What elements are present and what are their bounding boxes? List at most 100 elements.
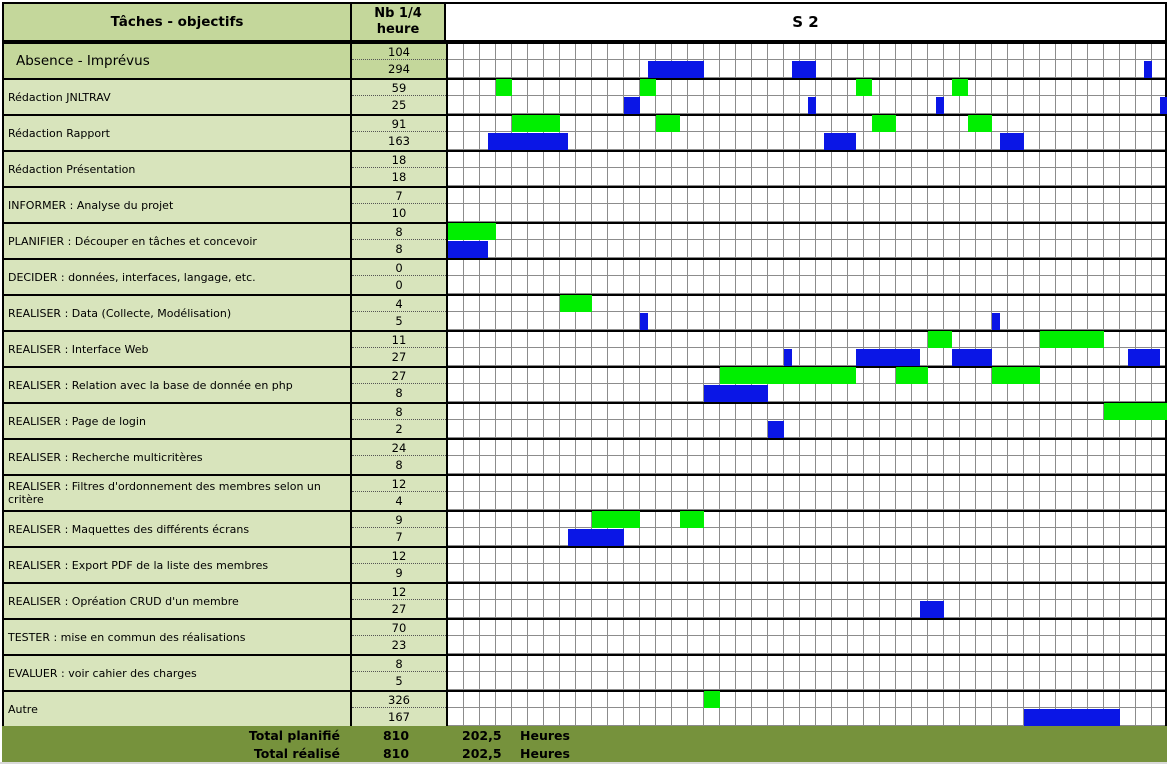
actual-time-bar[interactable]	[1128, 349, 1160, 366]
planned-time-bar[interactable]	[952, 79, 968, 96]
actual-count-cell[interactable]: 23	[352, 636, 446, 654]
planned-count-cell[interactable]: 12	[352, 582, 446, 600]
actual-time-bar[interactable]	[992, 313, 1000, 330]
actual-time-bar[interactable]	[488, 133, 568, 150]
planned-time-bar[interactable]	[1104, 403, 1167, 420]
week-header[interactable]: S 2	[446, 2, 1167, 42]
task-label[interactable]: TESTER : mise en commun des réalisations	[2, 618, 352, 654]
planned-time-bar[interactable]	[720, 367, 856, 384]
actual-time-bar[interactable]	[920, 601, 944, 618]
actual-time-bar[interactable]	[824, 133, 856, 150]
actual-count-cell[interactable]: 0	[352, 276, 446, 294]
planned-count-cell[interactable]: 24	[352, 438, 446, 456]
task-label[interactable]: INFORMER : Analyse du projet	[2, 186, 352, 222]
actual-time-bar[interactable]	[768, 421, 784, 438]
planned-count-cell[interactable]: 70	[352, 618, 446, 636]
actual-count-cell[interactable]: 8	[352, 240, 446, 258]
actual-time-bar[interactable]	[648, 61, 704, 78]
planned-count-cell[interactable]: 104	[352, 42, 446, 60]
planned-time-bar[interactable]	[656, 115, 680, 132]
planned-count-cell[interactable]: 326	[352, 690, 446, 708]
actual-time-bar[interactable]	[784, 349, 792, 366]
task-label[interactable]: REALISER : Opréation CRUD d'un membre	[2, 582, 352, 618]
task-label[interactable]: REALISER : Export PDF de la liste des me…	[2, 546, 352, 582]
task-label[interactable]: REALISER : Data (Collecte, Modélisation)	[2, 294, 352, 330]
planned-count-cell[interactable]: 59	[352, 78, 446, 96]
task-label[interactable]: Rédaction JNLTRAV	[2, 78, 352, 114]
total-actual-value[interactable]: 810	[346, 744, 446, 762]
actual-count-cell[interactable]: 7	[352, 528, 446, 546]
planned-count-cell[interactable]: 8	[352, 222, 446, 240]
actual-count-cell[interactable]: 8	[352, 384, 446, 402]
task-label[interactable]: Absence - Imprévus	[2, 42, 352, 78]
task-label[interactable]: Autre	[2, 690, 352, 726]
planned-count-cell[interactable]: 27	[352, 366, 446, 384]
task-label[interactable]: REALISER : Relation avec la base de donn…	[2, 366, 352, 402]
actual-time-bar[interactable]	[568, 529, 624, 546]
planned-count-cell[interactable]: 7	[352, 186, 446, 204]
actual-count-cell[interactable]: 294	[352, 60, 446, 78]
actual-count-cell[interactable]: 18	[352, 168, 446, 186]
planned-time-bar[interactable]	[640, 79, 656, 96]
actual-count-cell[interactable]: 5	[352, 672, 446, 690]
planned-count-cell[interactable]: 11	[352, 330, 446, 348]
task-label[interactable]: REALISER : Recherche multicritères	[2, 438, 352, 474]
task-column-header[interactable]: Tâches - objectifs	[2, 2, 352, 42]
task-label[interactable]: REALISER : Page de login	[2, 402, 352, 438]
actual-time-bar[interactable]	[952, 349, 992, 366]
actual-count-cell[interactable]: 167	[352, 708, 446, 726]
actual-time-bar[interactable]	[624, 97, 640, 114]
actual-count-cell[interactable]: 4	[352, 492, 446, 510]
planned-time-bar[interactable]	[680, 511, 704, 528]
actual-count-cell[interactable]: 8	[352, 456, 446, 474]
task-label[interactable]: PLANIFIER : Découper en tâches et concev…	[2, 222, 352, 258]
planned-count-cell[interactable]: 91	[352, 114, 446, 132]
planned-time-bar[interactable]	[496, 79, 512, 96]
actual-count-cell[interactable]: 27	[352, 600, 446, 618]
planned-count-cell[interactable]: 12	[352, 474, 446, 492]
actual-time-bar[interactable]	[1024, 709, 1120, 726]
actual-time-bar[interactable]	[856, 349, 920, 366]
task-label[interactable]: Rédaction Présentation	[2, 150, 352, 186]
actual-count-cell[interactable]: 2	[352, 420, 446, 438]
planned-time-bar[interactable]	[1040, 331, 1104, 348]
actual-time-bar[interactable]	[936, 97, 944, 114]
planned-count-cell[interactable]: 8	[352, 402, 446, 420]
total-planned-value[interactable]: 810	[346, 726, 446, 744]
actual-time-bar[interactable]	[704, 385, 768, 402]
planned-count-cell[interactable]: 0	[352, 258, 446, 276]
planned-time-bar[interactable]	[560, 295, 592, 312]
planned-time-bar[interactable]	[872, 115, 896, 132]
actual-time-bar[interactable]	[1144, 61, 1152, 78]
planned-time-bar[interactable]	[968, 115, 992, 132]
actual-time-bar[interactable]	[1000, 133, 1024, 150]
planned-time-bar[interactable]	[448, 223, 496, 240]
planned-time-bar[interactable]	[896, 367, 928, 384]
actual-time-bar[interactable]	[1160, 97, 1167, 114]
actual-time-bar[interactable]	[448, 241, 488, 258]
count-column-header[interactable]: Nb 1/4 heure	[352, 2, 446, 42]
planned-count-cell[interactable]: 12	[352, 546, 446, 564]
task-label[interactable]: Rédaction Rapport	[2, 114, 352, 150]
task-label[interactable]: REALISER : Interface Web	[2, 330, 352, 366]
planned-count-cell[interactable]: 4	[352, 294, 446, 312]
actual-count-cell[interactable]: 10	[352, 204, 446, 222]
task-label[interactable]: DECIDER : données, interfaces, langage, …	[2, 258, 352, 294]
planned-time-bar[interactable]	[512, 115, 560, 132]
planned-time-bar[interactable]	[704, 691, 720, 708]
actual-time-bar[interactable]	[808, 97, 816, 114]
actual-count-cell[interactable]: 9	[352, 564, 446, 582]
actual-time-bar[interactable]	[640, 313, 648, 330]
actual-count-cell[interactable]: 163	[352, 132, 446, 150]
task-label[interactable]: REALISER : Filtres d'ordonnement des mem…	[2, 474, 352, 510]
planned-count-cell[interactable]: 8	[352, 654, 446, 672]
planned-count-cell[interactable]: 18	[352, 150, 446, 168]
task-label[interactable]: REALISER : Maquettes des différents écra…	[2, 510, 352, 546]
actual-time-bar[interactable]	[792, 61, 816, 78]
actual-count-cell[interactable]: 25	[352, 96, 446, 114]
planned-count-cell[interactable]: 9	[352, 510, 446, 528]
actual-count-cell[interactable]: 5	[352, 312, 446, 330]
planned-time-bar[interactable]	[992, 367, 1040, 384]
planned-time-bar[interactable]	[928, 331, 952, 348]
task-label[interactable]: EVALUER : voir cahier des charges	[2, 654, 352, 690]
